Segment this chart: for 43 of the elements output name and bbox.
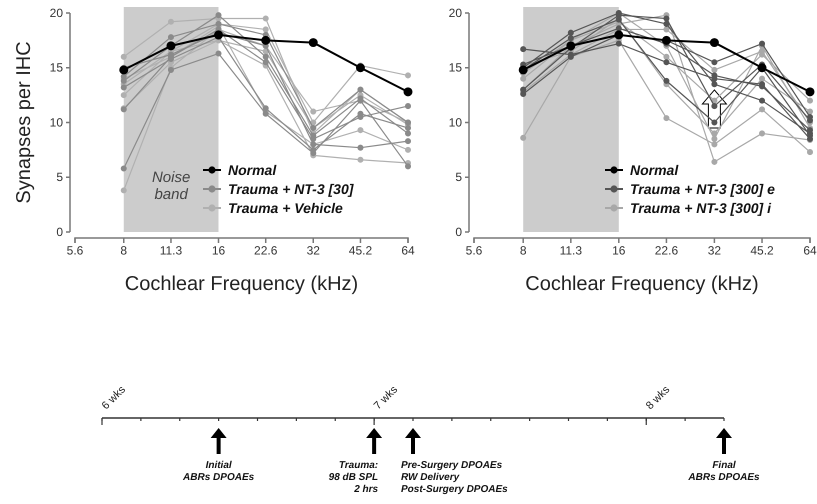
legend-label: Normal [630, 162, 680, 178]
band-label: Noise band [152, 169, 190, 203]
x-tick-label: 45.2 [348, 244, 372, 258]
x-tick-label: 32 [708, 244, 722, 258]
y-tick-label: 0 [455, 224, 462, 239]
y-tick-label: 20 [448, 6, 462, 20]
x-tick-label: 22.6 [254, 244, 278, 258]
y-tick-label: 15 [448, 60, 462, 75]
x-axis-title: Cochlear Frequency (kHz) [525, 273, 759, 295]
text: Trauma: 98 dB SPL 2 hrs [328, 460, 379, 495]
x-axis-title: Cochlear Frequency (kHz) [124, 273, 358, 295]
y-tick-label: 10 [50, 115, 64, 130]
legend-label: Trauma + NT-3 [300] e [630, 181, 776, 197]
y-tick-label: 0 [56, 224, 64, 239]
y-tick-label: 10 [448, 115, 462, 130]
text: Final ABRs DPOAEs [687, 460, 760, 483]
legend-label: Normal [228, 162, 278, 178]
x-tick-label: 16 [612, 244, 626, 258]
x-tick-label: 16 [212, 244, 226, 258]
text: 6 wks [100, 383, 128, 412]
x-tick-label: 32 [306, 244, 320, 258]
legend-label: Trauma + Vehicle [228, 200, 343, 216]
x-tick-label: 64 [401, 244, 415, 258]
x-tick-label: 45.2 [750, 244, 774, 258]
legend-label: Trauma + NT-3 [300] i [630, 200, 772, 216]
legend-label: Trauma + NT-3 [30] [228, 181, 355, 197]
x-tick-label: 64 [803, 244, 817, 258]
x-tick-label: 22.6 [654, 244, 678, 258]
y-tick-label: 5 [56, 170, 64, 184]
text: Pre-Surgery DPOAEs RW Delivery Post-Surgery DPOAEs [401, 460, 508, 495]
text: Initial ABRs DPOAEs [182, 460, 255, 483]
x-tick-label: 8 [520, 244, 527, 258]
x-tick-label: 11.3 [160, 244, 183, 258]
text: 8 wks [644, 383, 673, 412]
x-tick-label: 5.6 [466, 244, 483, 258]
x-tick-label: 5.6 [66, 244, 84, 258]
y-tick-label: 20 [50, 6, 64, 20]
y-tick-label: 5 [455, 170, 462, 184]
y-tick-label: 15 [50, 60, 64, 75]
y-axis-title: Synapses per IHC [13, 41, 35, 204]
x-tick-label: 11.3 [560, 244, 582, 258]
x-tick-label: 8 [120, 244, 128, 258]
text: 7 wks [372, 383, 400, 412]
